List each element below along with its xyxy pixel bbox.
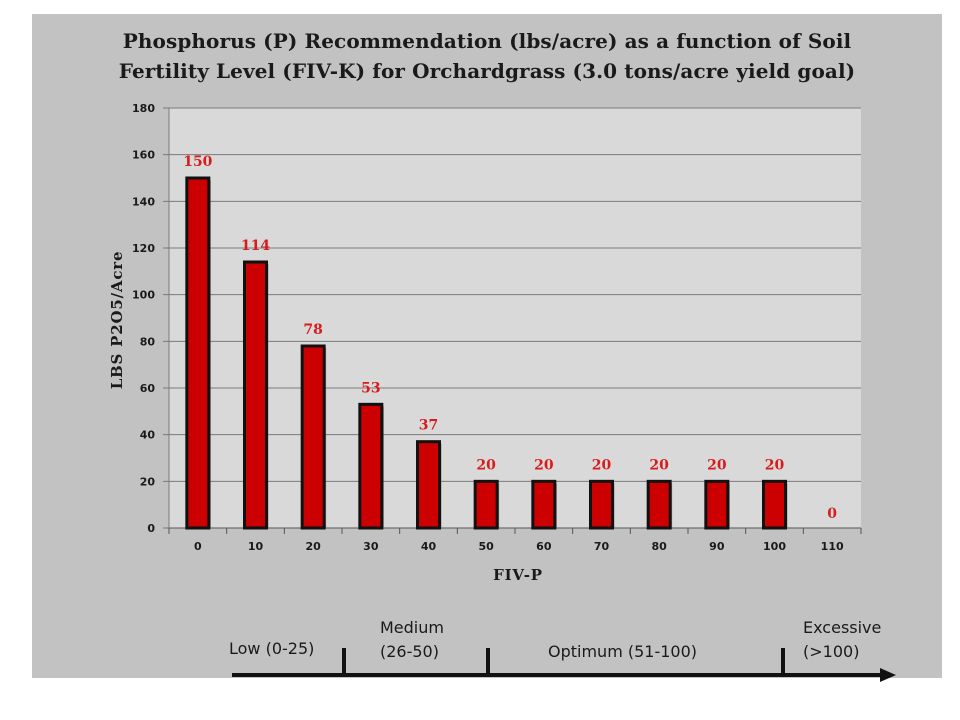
y-tick-label: 60 [140,382,156,395]
y-tick-label: 180 [132,102,155,115]
bar-90 [704,479,730,530]
range-excessive-line-1: Excessive [803,618,882,637]
data-label-110: 0 [827,506,837,522]
x-tick-label: 90 [709,540,725,553]
bar-0 [185,176,211,530]
range-optimum-line-1: Optimum (51-100) [548,642,698,661]
data-label-10: 114 [241,238,270,254]
range-excessive-line-2: (>100) [803,642,860,661]
data-label-40: 37 [419,418,438,434]
x-tick-label: 60 [536,540,552,553]
bar-80 [646,479,672,530]
y-tick-label: 100 [132,289,155,302]
range-medium-line-2: (26-50) [380,642,439,661]
data-label-0: 150 [183,154,212,170]
bar-50 [473,479,499,530]
x-tick-label: 80 [652,540,668,553]
x-tick-label: 10 [248,540,264,553]
x-tick-label: 20 [306,540,322,553]
range-low-line-1: Low (0-25) [229,639,315,658]
y-tick-label: 0 [147,522,155,535]
x-tick-label: 50 [479,540,495,553]
data-labels: 150 114 78 53 37 20 20 20 20 20 20 0 [183,154,837,522]
fertility-range-axis [232,648,896,682]
data-label-20: 78 [303,322,322,338]
y-tick-label: 40 [140,429,156,442]
x-tick-label: 0 [194,540,202,553]
x-tick-label: 70 [594,540,610,553]
data-label-50: 20 [476,457,496,473]
bars [185,176,788,530]
x-axis-title: FIV-P [493,566,543,584]
bar-40 [416,440,441,530]
range-medium-line-1: Medium [380,618,444,637]
y-tick-label: 20 [140,475,156,488]
bar-100 [762,479,787,530]
y-tick-label: 140 [132,195,155,208]
data-label-90: 20 [707,457,727,473]
bar-70 [589,479,614,530]
bar-30 [358,402,384,530]
bar-20 [300,344,326,530]
x-tick-label: 110 [821,540,844,553]
data-label-100: 20 [765,457,785,473]
y-tick-label: 120 [132,242,155,255]
x-tick-label: 40 [421,540,437,553]
x-tick-label: 100 [763,540,786,553]
x-tick-label: 30 [363,540,379,553]
range-low: Low (0-25) [229,637,314,661]
chart-title-line-2: Fertility Level (FIV-K) for Orchardgrass… [118,59,856,83]
range-axis-arrowhead [880,668,896,682]
y-tick-labels: 0 20 40 60 80 100 120 140 160 180 [132,102,155,535]
y-tick-label: 160 [132,149,155,162]
range-excessive: Excessive (>100) [803,616,881,664]
data-label-80: 20 [649,457,669,473]
plot-area [169,108,861,528]
range-optimum: Optimum (51-100) [548,640,697,664]
gridlines [163,107,862,534]
data-label-70: 20 [592,457,612,473]
y-axis-title: LBS P2O5/Acre [108,251,126,390]
bar-10 [243,260,268,530]
y-tick-label: 80 [140,335,156,348]
x-tick-labels: 0 10 20 30 40 50 60 70 80 90 100 110 [194,540,844,553]
bar-60 [531,479,557,530]
range-medium: Medium (26-50) [380,616,444,664]
chart-title-line-1: Phosphorus (P) Recommendation (lbs/acre)… [122,29,852,53]
data-label-30: 53 [361,380,380,396]
chart-title: Phosphorus (P) Recommendation (lbs/acre)… [32,26,942,86]
data-label-60: 20 [534,457,554,473]
